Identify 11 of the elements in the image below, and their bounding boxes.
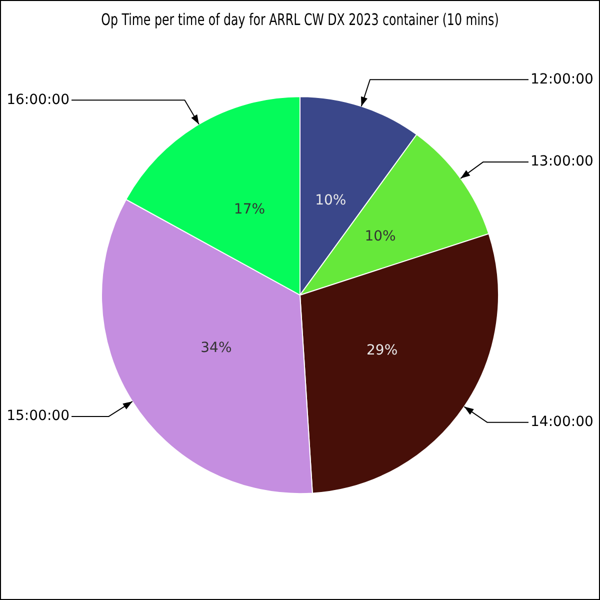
slice-label: 15:00:00 xyxy=(6,408,70,424)
slice-label: 16:00:00 xyxy=(6,92,70,108)
data-label: 17% xyxy=(234,201,266,218)
slice-label: 13:00:00 xyxy=(530,154,594,170)
slice-label: 12:00:00 xyxy=(530,71,594,88)
data-label: 34% xyxy=(200,340,232,356)
chart-title: Op Time per time of day for ARRL CW DX 2023 container (10 mins) xyxy=(101,11,499,30)
data-label: 29% xyxy=(366,342,398,359)
data-label: 10% xyxy=(364,228,396,244)
data-label: 10% xyxy=(315,192,346,208)
slice-label: 14:00:00 xyxy=(530,414,594,430)
